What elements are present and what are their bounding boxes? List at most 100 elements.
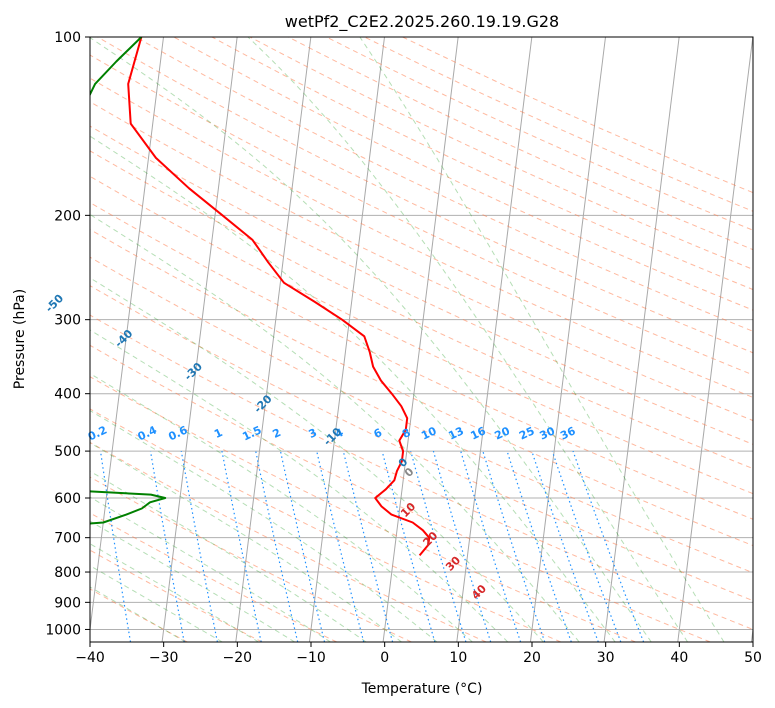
mixing-ratio-label: 0.2 (86, 423, 109, 443)
chart-title: wetPf2_C2E2.2025.260.19.19.G28 (285, 12, 559, 32)
moist-adiabat-line (90, 496, 331, 642)
isotherm-line (235, 37, 312, 642)
mixing-ratio-label: 30 (538, 424, 558, 442)
mixing-ratio-line (342, 450, 394, 642)
dry-adiabat-line (90, 476, 412, 642)
mixing-ratio-label: 1.5 (240, 423, 263, 443)
dry-adiabat-label: 30 (443, 553, 463, 573)
y-tick-label: 1000 (45, 622, 81, 638)
isotherm-line (677, 37, 753, 642)
dry-adiabat-line (173, 37, 753, 311)
mixing-ratio-label: 0.6 (166, 423, 189, 443)
moist-adiabat-label: 0 (402, 465, 417, 480)
moist-adiabat-line (359, 37, 725, 642)
moist-adiabat-line (90, 470, 367, 642)
x-tick-label: −30 (149, 650, 179, 666)
mixing-ratio-label: 2 (271, 426, 283, 441)
isotherm-line (382, 37, 459, 642)
y-tick-label: 900 (54, 595, 81, 611)
mixing-ratio-line (316, 450, 365, 642)
dry-adiabat-line (90, 441, 487, 642)
moist-adiabat-line (90, 520, 295, 642)
mixing-ratio-line (432, 450, 492, 642)
isotherm-label: -20 (251, 392, 274, 415)
dry-adiabat-line (90, 101, 753, 422)
mixing-ratio-label: 0.4 (136, 423, 159, 443)
y-tick-label: 700 (54, 531, 81, 547)
axis-layer: −40 −30 −20 −10 0 10 20 30 40 5010009008007006005… (45, 30, 762, 666)
mixing-ratio-label: 10 (419, 424, 439, 442)
mixing-ratio-line (279, 450, 326, 642)
x-tick-label: 30 (597, 650, 615, 666)
x-axis-label: Temperature (°C) (361, 681, 483, 697)
isotherm-line (603, 37, 680, 642)
x-tick-label: 40 (670, 650, 688, 666)
dry-adiabat-label: 10 (398, 500, 418, 520)
dry-adiabat-line (90, 256, 753, 574)
mixing-ratio-label: 25 (517, 424, 536, 442)
mixing-ratio-label: 3 (307, 426, 319, 441)
mixing-ratio-line (460, 450, 522, 642)
isotherm-line (161, 37, 238, 642)
mixing-ratio-label: 16 (468, 424, 488, 442)
moist-adiabat-line (90, 543, 259, 642)
moist-adiabat-line (90, 277, 544, 642)
mixing-ratio-line (149, 451, 185, 642)
x-tick-label: −40 (75, 650, 105, 666)
dry-adiabat-line (90, 408, 561, 642)
mixing-ratio-line (381, 450, 436, 642)
dry-adiabat-line (211, 37, 753, 291)
series-layer (90, 37, 431, 557)
x-tick-label: 20 (523, 650, 541, 666)
isotherm-line (456, 37, 533, 642)
dry-adiabat-line (90, 344, 711, 642)
isotherm-line (529, 37, 606, 642)
mixing-ratio-line (255, 450, 299, 642)
y-tick-label: 300 (54, 313, 81, 329)
dry-adiabat-line (90, 285, 753, 602)
mixing-ratio-label: 13 (446, 424, 465, 442)
mixing-ratio-line (99, 451, 132, 642)
mixing-ratio-label: 20 (493, 424, 513, 442)
moist-adiabat-line (90, 586, 186, 642)
dry-adiabat-line (90, 54, 753, 376)
dry-adiabat-line (364, 37, 753, 212)
moist-adiabat-line (247, 37, 689, 642)
isotherm-line (90, 37, 164, 634)
dry-adiabat-label: 40 (469, 582, 489, 602)
y-tick-label: 600 (54, 491, 81, 507)
moist-adiabat-line (90, 442, 402, 642)
moist-adiabat-line (90, 409, 438, 642)
dry-adiabat-line (90, 228, 753, 547)
mixing-ratio-line (221, 450, 262, 642)
mixing-ratio-line (410, 450, 467, 642)
mixing-ratio-line (551, 450, 622, 642)
moist-adiabat-line (90, 213, 580, 642)
dry-adiabat-line (90, 512, 337, 642)
moist-adiabat-line (90, 565, 223, 642)
isotherm-label: -50 (43, 292, 66, 315)
mixing-ratio-line (180, 450, 218, 642)
x-tick-label: −20 (223, 650, 253, 666)
moist-adiabat-line (90, 329, 509, 642)
mixing-ratio-line (572, 450, 645, 642)
grid-layer (90, 37, 753, 642)
mixing-ratio-label: 36 (558, 424, 578, 442)
dry-adiabat-line (90, 125, 753, 445)
y-tick-label: 800 (54, 565, 81, 581)
moist-adiabat-line (90, 372, 473, 642)
y-tick-label: 100 (54, 30, 81, 46)
dry-adiabat-line (326, 37, 753, 231)
x-tick-label: 50 (744, 650, 762, 666)
dry-adiabat-line (97, 37, 753, 354)
isotherm-line (750, 625, 753, 642)
mixing-ratio-line (482, 450, 546, 642)
x-tick-label: 10 (449, 650, 467, 666)
y-axis-label: Pressure (hPa) (12, 289, 28, 389)
y-tick-label: 500 (54, 444, 81, 460)
moist-adiabat-line (90, 37, 652, 642)
y-tick-label: 400 (54, 387, 81, 403)
dry-adiabat-line (90, 314, 753, 630)
y-tick-label: 200 (54, 208, 81, 224)
